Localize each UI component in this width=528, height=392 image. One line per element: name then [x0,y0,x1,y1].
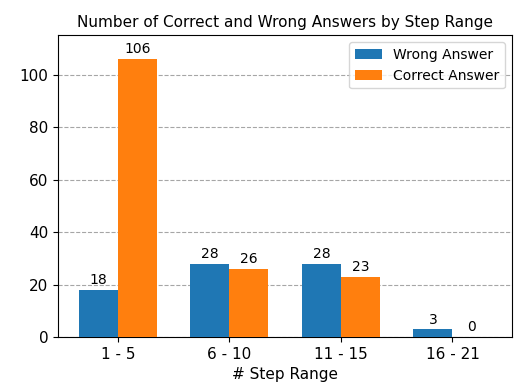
Bar [413,329,452,337]
Legend: Wrong Answer, Correct Answer: Wrong Answer, Correct Answer [349,42,505,88]
Bar [341,277,380,337]
Bar [79,290,118,337]
Bar [229,269,268,337]
Text: 28: 28 [201,247,219,261]
Text: 28: 28 [313,247,330,261]
Title: Number of Correct and Wrong Answers by Step Range: Number of Correct and Wrong Answers by S… [77,15,493,30]
Text: 0: 0 [468,321,476,334]
Bar [302,264,341,337]
Bar [190,264,229,337]
Text: 106: 106 [124,42,150,56]
Text: 26: 26 [240,252,258,266]
Text: 23: 23 [352,260,369,274]
X-axis label: # Step Range: # Step Range [232,367,338,383]
Text: 3: 3 [429,313,437,327]
Text: 18: 18 [89,273,107,287]
Bar [118,59,157,337]
